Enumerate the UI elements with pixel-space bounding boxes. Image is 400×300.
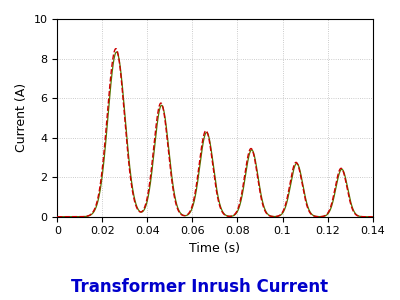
X-axis label: Time (s): Time (s) [190,242,240,255]
Text: Transformer Inrush Current: Transformer Inrush Current [72,278,328,296]
Y-axis label: Current (A): Current (A) [15,83,28,152]
